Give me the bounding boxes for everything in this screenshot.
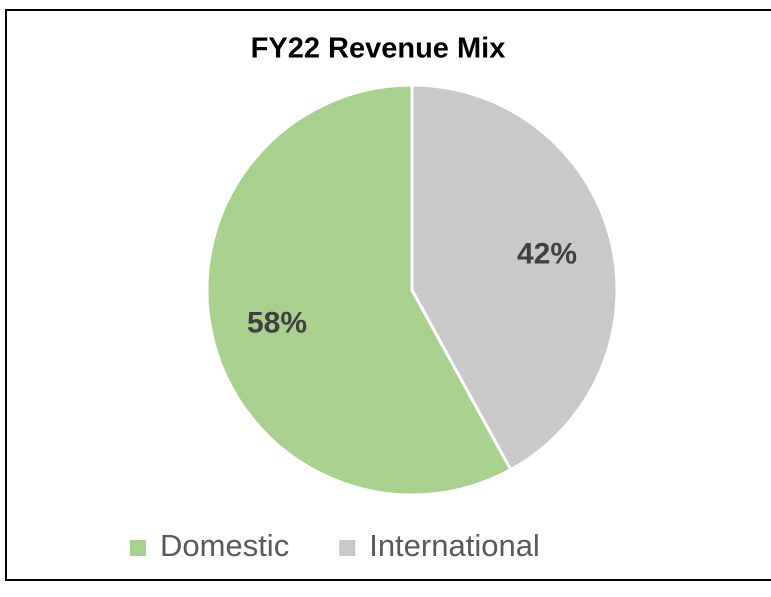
- pie-slice: [205, 83, 513, 497]
- data-label: 42%: [517, 237, 577, 270]
- pie-slice: [410, 83, 619, 472]
- legend-swatch: [130, 540, 146, 556]
- legend-swatch: [339, 540, 356, 556]
- legend-label: Domestic: [160, 528, 289, 563]
- chart-title: FY22 Revenue Mix: [251, 33, 506, 65]
- data-label: 58%: [247, 307, 307, 340]
- legend-label: International: [369, 528, 540, 563]
